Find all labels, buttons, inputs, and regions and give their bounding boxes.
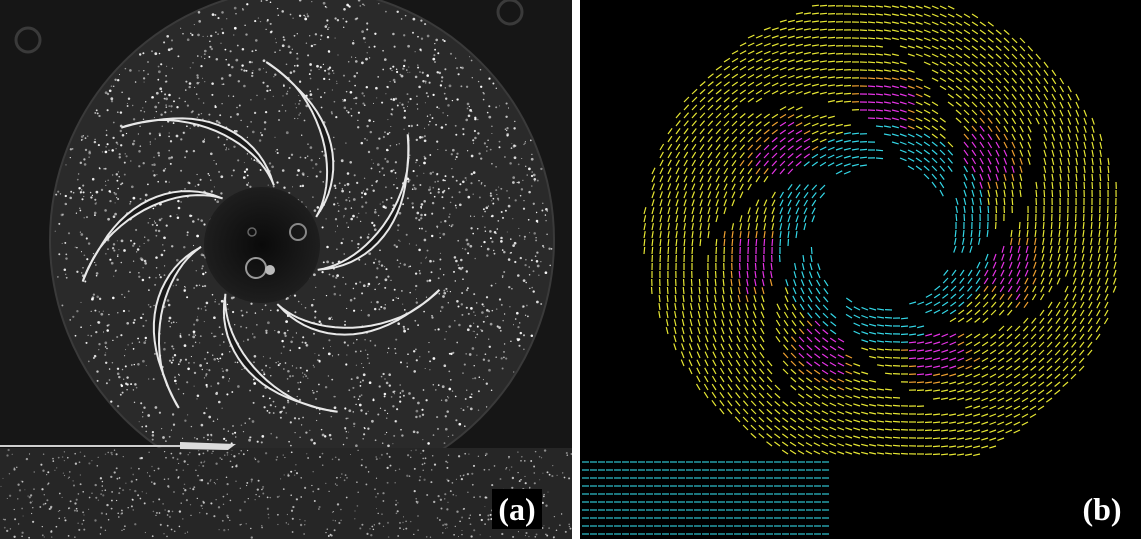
particle-image-canvas (0, 0, 572, 539)
panel-label-b: (b) (1077, 489, 1127, 529)
impeller-blade (121, 117, 275, 186)
outlet-channel (0, 448, 572, 539)
screw-hole (14, 26, 42, 54)
outlet-particles (0, 448, 572, 539)
vector-field-canvas (580, 0, 1141, 539)
hub-bolt (265, 265, 275, 275)
impeller-blade (222, 293, 338, 413)
impeller-blade (317, 134, 410, 271)
impeller-blade (265, 61, 335, 218)
impeller-blade (81, 190, 223, 282)
velocity-vectors (643, 4, 1117, 457)
impeller-blade (152, 245, 202, 409)
panel-label-a: (a) (492, 489, 542, 529)
outlet-velocity-vectors (582, 461, 829, 535)
impeller-blades (81, 61, 441, 413)
screw-hole (496, 0, 524, 26)
volute-tongue (180, 442, 236, 450)
impeller-hub (204, 187, 320, 303)
hub-bolt (289, 223, 307, 241)
impeller-blade (276, 289, 441, 336)
panel-b-vector-field: (b) (580, 0, 1141, 539)
panel-a-particle-image: (a) (0, 0, 572, 539)
vector-field-background (580, 0, 1141, 539)
seeding-particles (54, 0, 553, 448)
hub-bolt (247, 227, 257, 237)
